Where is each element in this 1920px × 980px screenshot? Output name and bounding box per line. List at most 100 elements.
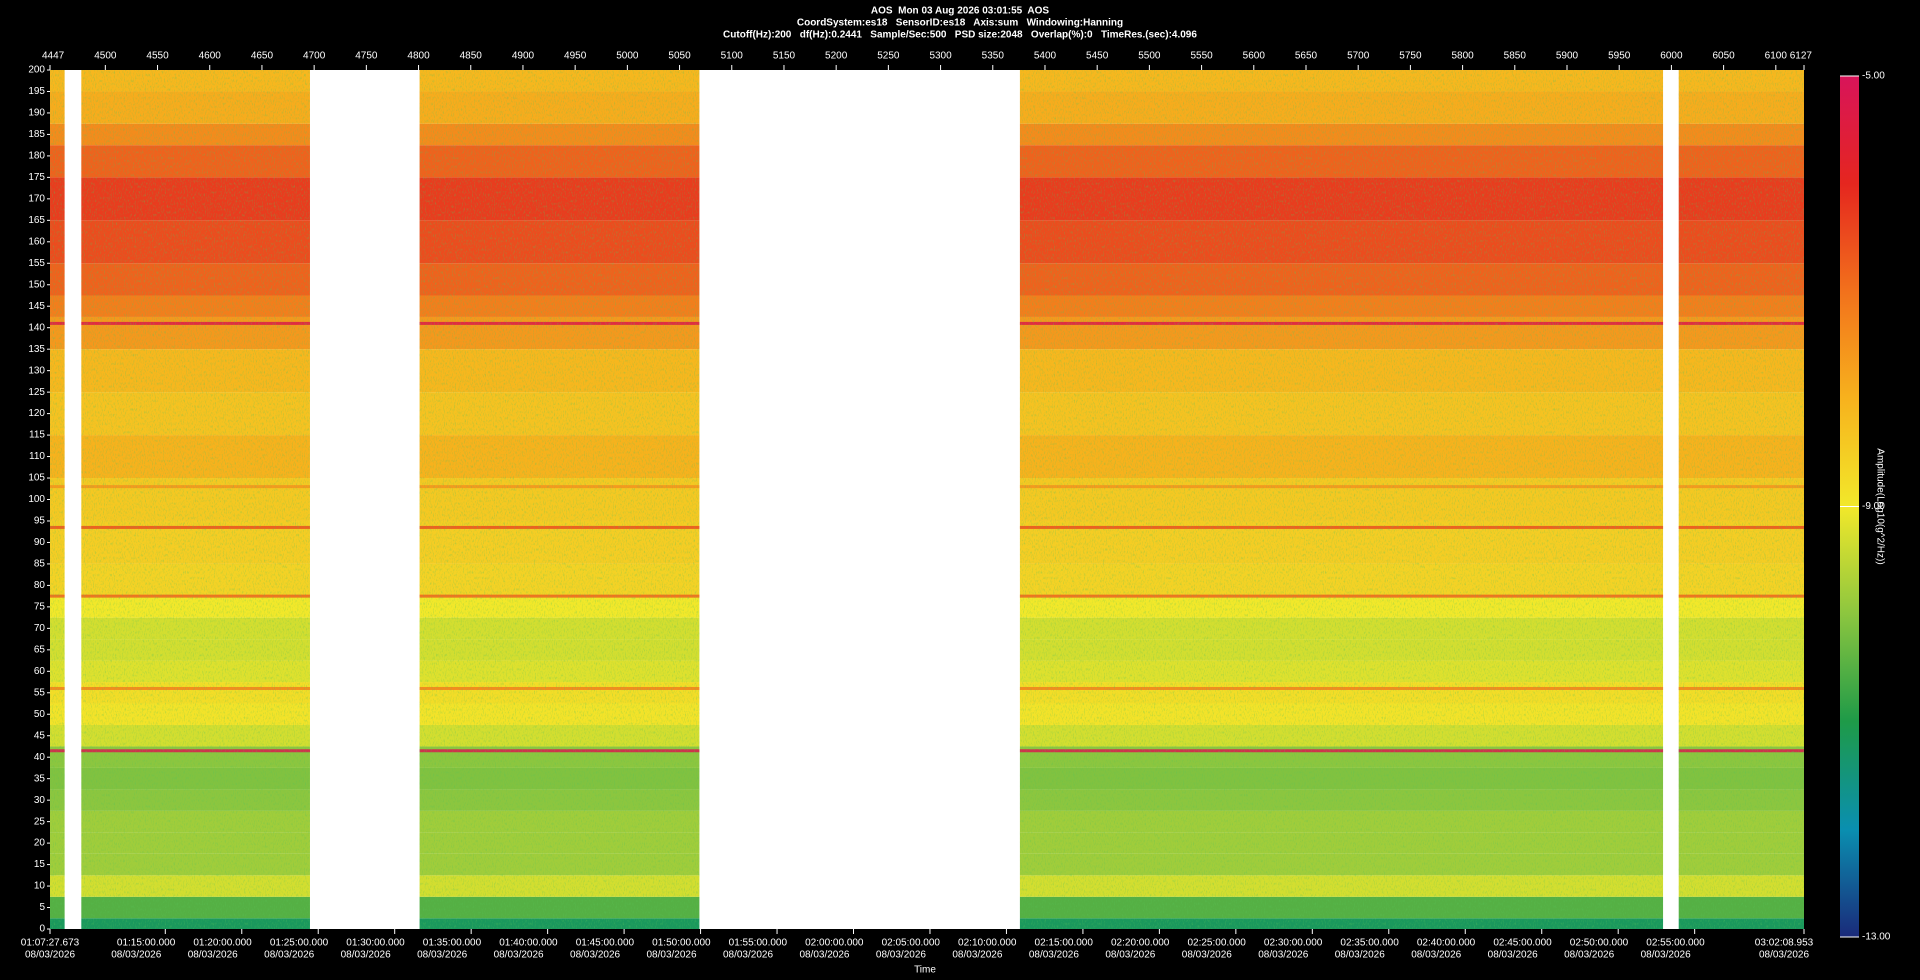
y-tick-label: 165 xyxy=(28,215,45,226)
x2-tick-date: 08/03/2026 xyxy=(1411,950,1461,961)
x2-tick-date: 08/03/2026 xyxy=(25,950,75,961)
x2-tick-label: 01:50:00.000 xyxy=(652,938,711,949)
x2-tick-date: 08/03/2026 xyxy=(417,950,467,961)
y-tick-label: 40 xyxy=(34,752,46,763)
x-tick-label: 5850 xyxy=(1504,51,1527,62)
x-tick-label: 5550 xyxy=(1190,51,1213,62)
y-tick-label: 155 xyxy=(28,258,45,269)
x-tick-label: 5600 xyxy=(1243,51,1266,62)
x2-tick-label: 02:05:00.000 xyxy=(882,938,941,949)
x-tick-label: 5350 xyxy=(982,51,1005,62)
x-tick-label: 5950 xyxy=(1608,51,1631,62)
y-tick-label: 5 xyxy=(39,902,45,913)
y-tick-label: 10 xyxy=(34,881,46,892)
x-tick-label: 4800 xyxy=(407,51,430,62)
x-tick-label: 5500 xyxy=(1138,51,1161,62)
x-tick-label: 6127 xyxy=(1790,51,1813,62)
x2-tick-label: 02:35:00.000 xyxy=(1340,938,1399,949)
x2-tick-date: 08/03/2026 xyxy=(188,950,238,961)
x2-tick-label: 02:30:00.000 xyxy=(1264,938,1323,949)
y-tick-label: 95 xyxy=(34,516,46,527)
x2-tick-label: 03:02:08.953 xyxy=(1755,938,1814,949)
y-tick-label: 175 xyxy=(28,172,45,183)
y-tick-label: 110 xyxy=(29,451,45,462)
y-tick-label: 85 xyxy=(34,559,46,570)
x-tick-label: 4500 xyxy=(94,51,117,62)
x2-tick-label: 02:20:00.000 xyxy=(1111,938,1170,949)
y-tick-label: 150 xyxy=(28,279,45,290)
x2-tick-label: 01:07:27.673 xyxy=(21,938,80,949)
x-tick-label: 5800 xyxy=(1451,51,1474,62)
x-tick-label: 5750 xyxy=(1399,51,1422,62)
y-tick-label: 25 xyxy=(34,816,46,827)
x-tick-label: 5250 xyxy=(877,51,900,62)
y-tick-label: 145 xyxy=(28,301,45,312)
x2-tick-date: 08/03/2026 xyxy=(341,950,391,961)
x-tick-label: 4700 xyxy=(303,51,326,62)
x2-tick-label: 01:30:00.000 xyxy=(346,938,405,949)
x2-tick-date: 08/03/2026 xyxy=(1488,950,1538,961)
y-tick-label: 65 xyxy=(34,644,46,655)
x-tick-label: 6100 xyxy=(1765,51,1788,62)
x2-tick-label: 01:45:00.000 xyxy=(576,938,635,949)
y-tick-label: 60 xyxy=(34,666,46,677)
x2-tick-date: 08/03/2026 xyxy=(1759,950,1809,961)
x2-tick-label: 01:25:00.000 xyxy=(270,938,329,949)
x2-tick-label: 02:45:00.000 xyxy=(1493,938,1552,949)
x-tick-label: 4750 xyxy=(355,51,378,62)
x2-tick-date: 08/03/2026 xyxy=(1258,950,1308,961)
y-tick-label: 80 xyxy=(34,580,46,591)
x2-tick-date: 08/03/2026 xyxy=(1105,950,1155,961)
x-tick-label: 4950 xyxy=(564,51,587,62)
x2-tick-date: 08/03/2026 xyxy=(876,950,926,961)
y-tick-label: 170 xyxy=(28,193,45,204)
x-tick-label: 4600 xyxy=(199,51,222,62)
x2-tick-date: 08/03/2026 xyxy=(1182,950,1232,961)
colorbar-tick-label: -9.00 xyxy=(1862,501,1885,512)
x2-tick-label: 02:25:00.000 xyxy=(1187,938,1246,949)
y-tick-label: 185 xyxy=(28,129,45,140)
x2-tick-date: 08/03/2026 xyxy=(494,950,544,961)
x2-tick-date: 08/03/2026 xyxy=(570,950,620,961)
y-tick-label: 75 xyxy=(34,602,46,613)
y-tick-label: 20 xyxy=(34,838,46,849)
y-tick-label: 50 xyxy=(34,709,46,720)
x-tick-label: 6050 xyxy=(1712,51,1735,62)
x2-tick-label: 01:15:00.000 xyxy=(117,938,176,949)
x2-tick-date: 08/03/2026 xyxy=(799,950,849,961)
x-tick-label: 5700 xyxy=(1347,51,1370,62)
y-tick-label: 140 xyxy=(28,322,45,333)
x2-tick-date: 08/03/2026 xyxy=(952,950,1002,961)
x2-tick-label: 01:35:00.000 xyxy=(423,938,482,949)
x-tick-label: 6000 xyxy=(1660,51,1683,62)
x2-tick-label: 02:00:00.000 xyxy=(805,938,864,949)
y-tick-label: 70 xyxy=(34,623,46,634)
x-tick-label: 5400 xyxy=(1034,51,1057,62)
y-tick-label: 180 xyxy=(28,151,45,162)
y-tick-label: 120 xyxy=(28,408,45,419)
x2-tick-label: 01:55:00.000 xyxy=(729,938,788,949)
x2-tick-label: 01:40:00.000 xyxy=(499,938,558,949)
y-tick-label: 55 xyxy=(34,687,46,698)
x2-tick-label: 02:15:00.000 xyxy=(1035,938,1094,949)
y-tick-label: 90 xyxy=(34,537,46,548)
y-tick-label: 115 xyxy=(29,430,45,441)
y-tick-label: 200 xyxy=(28,65,45,76)
y-tick-label: 190 xyxy=(28,108,45,119)
y-tick-label: 15 xyxy=(34,859,46,870)
x2-tick-date: 08/03/2026 xyxy=(647,950,697,961)
colorbar-tick-label: -13.00 xyxy=(1862,932,1891,943)
x2-tick-label: 01:20:00.000 xyxy=(193,938,252,949)
x2-tick-date: 08/03/2026 xyxy=(264,950,314,961)
x2-tick-date: 08/03/2026 xyxy=(1335,950,1385,961)
chart-title: AOS Mon 03 Aug 2026 03:01:55 AOS xyxy=(871,6,1050,17)
x2-tick-date: 08/03/2026 xyxy=(1641,950,1691,961)
x-tick-label: 4650 xyxy=(251,51,274,62)
x2-tick-date: 08/03/2026 xyxy=(723,950,773,961)
x-tick-label: 4447 xyxy=(42,51,65,62)
x2-tick-date: 08/03/2026 xyxy=(111,950,161,961)
x-tick-label: 5100 xyxy=(721,51,744,62)
colorbar-tick-label: -5.00 xyxy=(1862,71,1885,82)
colorbar-label: Amplitude(Log10(g^2/Hz)) xyxy=(1874,448,1885,564)
